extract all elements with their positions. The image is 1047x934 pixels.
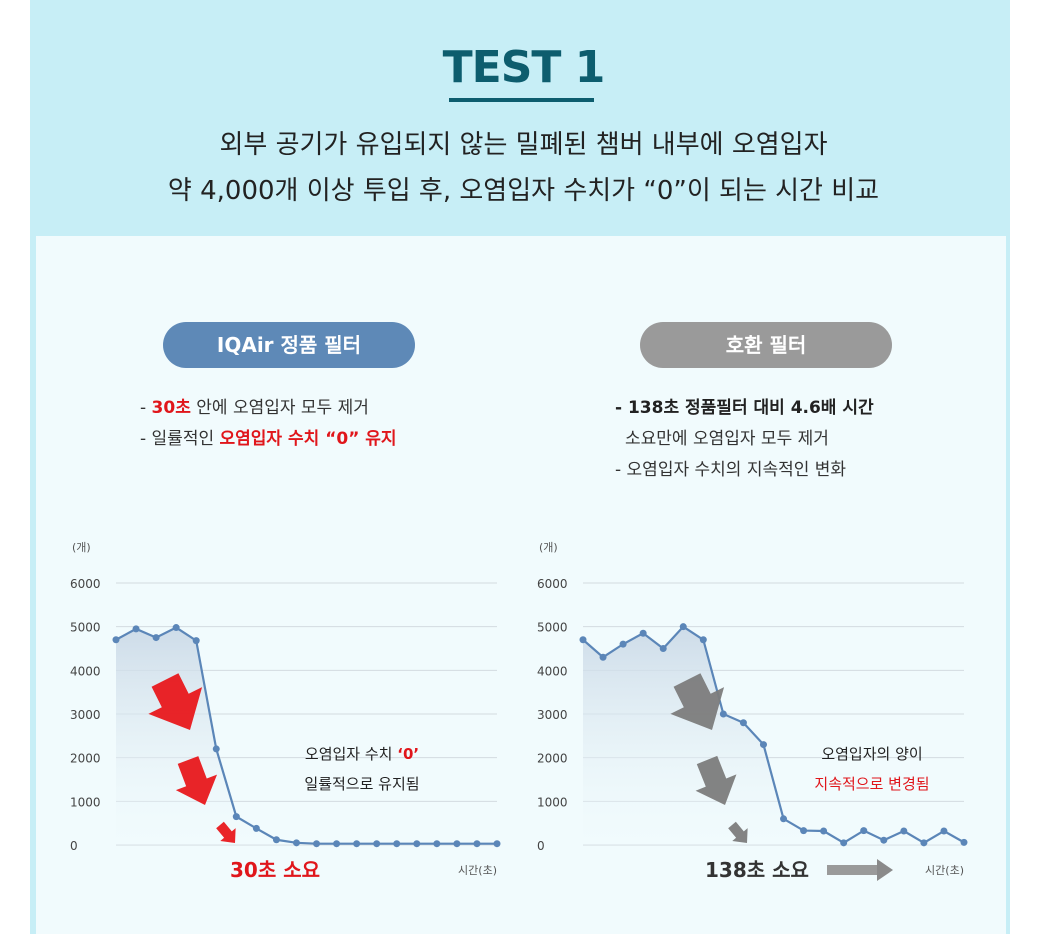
data-point (172, 624, 180, 632)
bullet-text: 일률적인 (151, 429, 220, 449)
data-point (619, 640, 627, 648)
page-title: TEST 1 (442, 42, 606, 93)
data-point (599, 653, 607, 661)
result-label: 138초 소요 (705, 858, 809, 882)
data-point (940, 827, 948, 835)
data-point (900, 827, 908, 835)
data-point (840, 839, 848, 847)
data-point (920, 839, 928, 847)
result-label: 30초 소요 (230, 858, 320, 882)
annotation-line-2: 지속적으로 변경됨 (814, 775, 929, 793)
compatible-bullet-1: - 138초 정품필터 대비 4.6배 시간 (615, 398, 874, 418)
data-point (272, 836, 280, 844)
data-point (433, 840, 441, 848)
data-point (860, 827, 868, 835)
y-tick-label: 3000 (70, 708, 101, 722)
y-tick-label: 3000 (537, 708, 568, 722)
y-tick-label: 6000 (537, 577, 568, 591)
bullet-highlight: 30초 (151, 398, 191, 418)
data-point (192, 637, 200, 645)
down-arrow-icon (216, 821, 236, 843)
data-point (759, 741, 767, 749)
series-area (116, 627, 497, 845)
compatible-bullet-2: - 오염입자 수치의 지속적인 변화 (615, 460, 847, 480)
data-point (699, 636, 707, 644)
data-point (820, 827, 828, 835)
data-point (639, 629, 647, 637)
down-arrow-icon (670, 673, 725, 730)
y-tick-label: 0 (70, 839, 78, 853)
subtitle-line-2: 약 4,000개 이상 투입 후, 오염입자 수치가 “0”이 되는 시간 비교 (167, 176, 880, 206)
data-point (880, 836, 888, 844)
y-tick-label: 1000 (70, 795, 101, 809)
y-tick-label: 0 (537, 839, 545, 853)
y-tick-label: 5000 (70, 621, 101, 635)
data-point (393, 840, 401, 848)
data-point (373, 840, 381, 848)
compatible-chart: (개) 0 1000 2000 3000 4000 5000 6000 오염입자의 양이지속적으… (537, 541, 968, 882)
y-tick-label: 1000 (537, 795, 568, 809)
series-line (582, 625, 965, 845)
y-tick-label: 5000 (537, 621, 568, 635)
data-point (212, 745, 220, 753)
data-point (493, 840, 501, 848)
data-point (152, 634, 160, 642)
iqair-bullet-2: - 일률적인 오염입자 수치 “0” 유지 (140, 424, 397, 455)
annotation-line-1: 오염입자 수치 ‘0’ (305, 745, 419, 763)
data-point (739, 719, 747, 727)
series-area (583, 626, 964, 845)
bullet-highlight: 오염입자 수치 “0” 유지 (219, 429, 397, 449)
iqair-description: - 30초 안에 오염입자 모두 제거 - 일률적인 오염입자 수치 “0” 유… (140, 393, 397, 455)
bullet-dash: - (140, 398, 152, 418)
data-point (333, 840, 341, 848)
down-arrow-icon (148, 673, 203, 730)
title-underline (449, 98, 594, 102)
data-point (473, 840, 481, 848)
y-tick-label: 2000 (537, 752, 568, 766)
data-point (112, 636, 120, 644)
page-subtitle: 외부 공기가 유입되지 않는 밀폐된 챔버 내부에 오염입자 약 4,000개 … (0, 122, 1047, 214)
right-arrow-icon (877, 859, 893, 881)
y-tick-label: 6000 (70, 577, 101, 591)
data-point (292, 839, 300, 847)
y-tick-label: 2000 (70, 752, 101, 766)
data-point (232, 813, 240, 821)
data-point (579, 636, 587, 644)
bullet-dash: - (140, 429, 152, 449)
annotation-line-1: 오염입자의 양이 (821, 745, 922, 763)
data-point (132, 625, 140, 633)
right-arrow-icon (827, 865, 877, 875)
data-point (252, 824, 260, 832)
data-point (353, 840, 361, 848)
compatible-description: - 138초 정품필터 대비 4.6배 시간 소요만에 오염입자 모두 제거 -… (615, 393, 874, 486)
data-point (659, 645, 667, 652)
down-arrow-icon (175, 756, 218, 805)
data-point (780, 815, 788, 823)
y-tick-label: 4000 (70, 664, 101, 678)
annotation-line-2: 일률적으로 유지됨 (304, 775, 419, 793)
y-unit-label: (개) (539, 541, 558, 554)
data-point (960, 838, 968, 846)
compatible-bullet-1-cont: 소요만에 오염입자 모두 제거 (625, 429, 829, 449)
compatible-filter-badge: 호환 필터 (640, 322, 892, 368)
down-arrow-icon (728, 821, 748, 843)
data-point (313, 840, 321, 848)
x-axis-label: 시간(초) (925, 864, 964, 877)
subtitle-line-1: 외부 공기가 유입되지 않는 밀폐된 챔버 내부에 오염입자 (219, 130, 828, 160)
data-point (453, 840, 461, 848)
y-tick-label: 4000 (537, 664, 568, 678)
iqair-filter-badge: IQAir 정품 필터 (163, 322, 415, 368)
data-point (800, 827, 808, 835)
down-arrow-icon (695, 755, 737, 805)
x-axis-label: 시간(초) (458, 864, 497, 877)
bullet-text: 안에 오염입자 모두 제거 (190, 398, 369, 418)
data-point (413, 840, 421, 848)
iqair-chart: (개) 0 1000 2000 3000 4000 5000 6000 오염입자 수치 ‘0’ 일… (70, 541, 501, 882)
data-point (679, 623, 687, 631)
iqair-bullet-1: - 30초 안에 오염입자 모두 제거 (140, 393, 397, 424)
data-point (719, 710, 727, 718)
y-unit-label: (개) (72, 541, 91, 554)
